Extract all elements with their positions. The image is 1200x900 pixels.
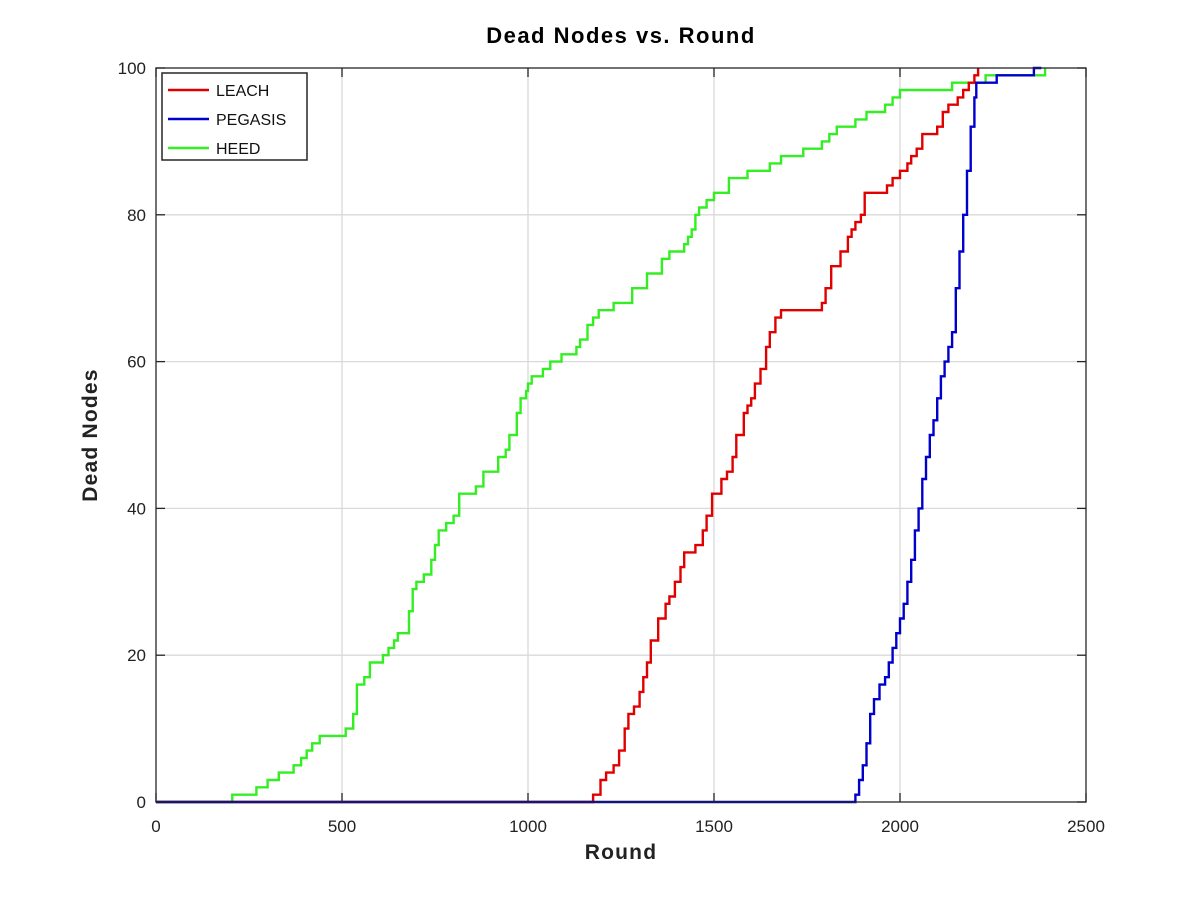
- series-line-leach: [156, 68, 980, 804]
- y-tick-label: 20: [127, 646, 146, 665]
- y-axis-label: Dead Nodes: [79, 368, 102, 501]
- y-tick-label: 40: [127, 499, 146, 518]
- x-tick-label: 0: [151, 817, 160, 836]
- x-tick-label: 2000: [881, 817, 919, 836]
- legend-label-leach: LEACH: [216, 83, 269, 100]
- y-tick-label: 100: [118, 59, 146, 78]
- plot-area-border: [155, 67, 1087, 803]
- x-tick-label: 2500: [1067, 817, 1105, 836]
- x-tick-label: 1000: [509, 817, 547, 836]
- series-line-pegasis: [156, 66, 1042, 804]
- series-layer: [156, 66, 1047, 804]
- grid: [156, 68, 1086, 802]
- chart-title: Dead Nodes vs. Round: [486, 23, 756, 48]
- ticks: 0 500 1000 1500 2000 2500 0 20 40 60 80 100: [118, 59, 1105, 836]
- y-tick-label: 0: [137, 793, 146, 812]
- legend: LEACH PEGASIS HEED: [161, 72, 308, 161]
- x-axis-label: Round: [585, 841, 657, 864]
- legend-box: [161, 72, 308, 161]
- y-tick-label: 80: [127, 206, 146, 225]
- y-tick-label: 60: [127, 353, 146, 372]
- x-tick-label: 1500: [695, 817, 733, 836]
- legend-label-heed: HEED: [216, 141, 260, 158]
- legend-label-pegasis: PEGASIS: [216, 112, 286, 129]
- series-line-heed: [156, 68, 1047, 804]
- x-tick-label: 500: [328, 817, 356, 836]
